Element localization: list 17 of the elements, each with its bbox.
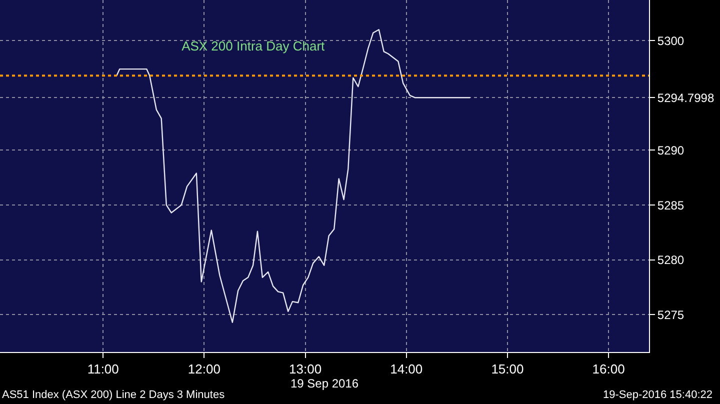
- x-axis-title: 19 Sep 2016: [290, 376, 359, 391]
- x-tick-label: 14:00: [390, 362, 423, 377]
- y-tick-label: 5285: [657, 198, 684, 212]
- x-tick-label: 13:00: [289, 362, 322, 377]
- y-tick-label: 5294.7998: [657, 90, 714, 105]
- text: 19-Sep-2016 15:40:22: [603, 389, 712, 401]
- text: ASX 200 Intra Day Chart: [182, 38, 326, 54]
- text: AS51 Index (ASX 200) Line 2 Days 3 Minutes: [2, 389, 226, 401]
- x-tick-label: 11:00: [87, 362, 119, 377]
- y-tick-label: 5290: [657, 143, 684, 158]
- x-tick-label: 16:00: [592, 362, 625, 377]
- x-tick-label: 15:00: [491, 362, 524, 377]
- x-tick-label: 12:00: [188, 362, 220, 377]
- y-tick-label: 5280: [657, 253, 684, 268]
- y-tick-label: 5300: [657, 34, 684, 48]
- y-tick-label: 5275: [657, 308, 684, 322]
- line-series: [116, 29, 470, 323]
